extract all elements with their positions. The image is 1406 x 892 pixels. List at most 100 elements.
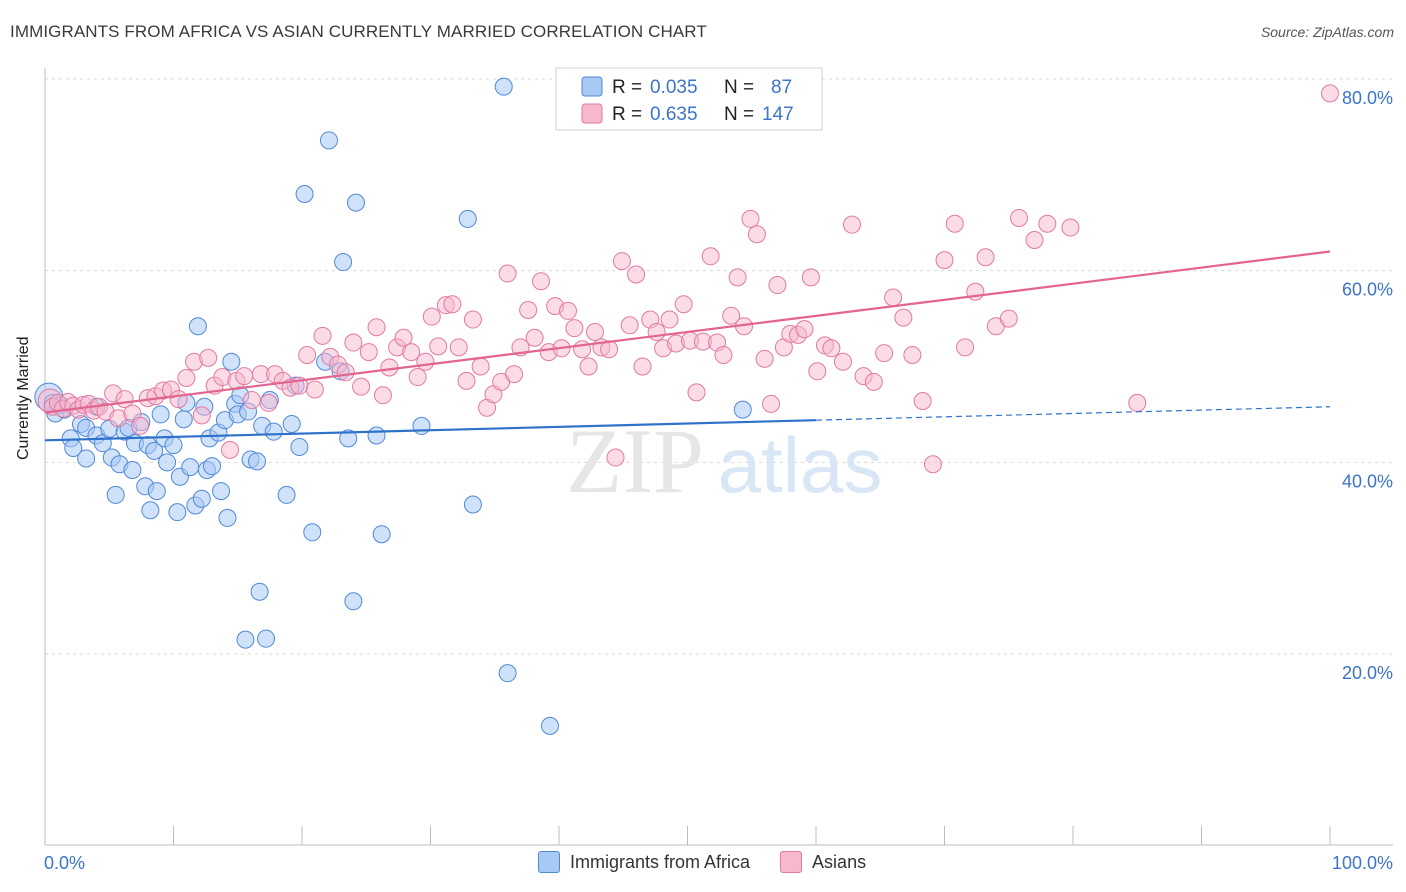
asian-point <box>402 343 421 362</box>
africa-point <box>151 405 170 424</box>
y-tick-label: 80.0% <box>1342 88 1393 108</box>
asian-point <box>714 346 733 364</box>
x-tick-label-max: 100.0% <box>1332 853 1393 873</box>
asian-point <box>199 348 218 367</box>
africa-point <box>250 582 269 601</box>
y-axis-label: Currently Married <box>15 336 32 460</box>
asian-point <box>367 318 386 337</box>
asian-point <box>463 310 482 329</box>
legend-africa-n-label: N = <box>724 77 754 98</box>
asian-point <box>579 357 598 376</box>
asian-point <box>177 369 196 387</box>
africa-point <box>367 426 386 445</box>
legend-africa-r-value: 0.035 <box>650 77 698 98</box>
asian-point <box>259 393 278 412</box>
africa-point <box>541 716 560 735</box>
source-label: Source: ZipAtlas.com <box>1260 24 1394 40</box>
asian-point <box>884 288 903 307</box>
gridlines <box>45 78 1393 655</box>
asian-point <box>633 357 652 376</box>
asian-point <box>408 368 427 387</box>
africa-point <box>463 495 482 514</box>
asian-point <box>394 328 413 347</box>
asian-point <box>221 440 240 459</box>
africa-point <box>192 489 211 508</box>
asian-point <box>416 352 435 371</box>
asian-point <box>313 326 332 345</box>
y-tick-labels: 20.0% 40.0% 60.0% 80.0% <box>1342 88 1393 683</box>
asian-point <box>894 308 913 327</box>
africa-point <box>498 664 517 683</box>
asian-point <box>505 365 524 384</box>
africa-point <box>346 193 365 212</box>
africa-point <box>339 429 358 448</box>
asian-point <box>457 371 476 390</box>
asian-point <box>242 391 261 410</box>
africa-point <box>236 630 255 649</box>
africa-point <box>458 209 477 228</box>
asian-point <box>842 215 861 234</box>
legend-bottom-africa-label: Immigrants from Africa <box>570 851 751 872</box>
africa-point <box>290 438 309 456</box>
legend-bottom-asian-swatch <box>780 851 803 873</box>
asian-point <box>1025 231 1044 249</box>
africa-point <box>494 77 513 96</box>
legend-asian-n-value: 147 <box>762 104 794 125</box>
asian-point <box>1321 84 1339 103</box>
asian-point <box>565 319 584 338</box>
asian-point <box>305 380 324 399</box>
asian-point <box>359 343 378 362</box>
africa-point <box>282 415 301 433</box>
legend-top: R = 0.035 N = 87 R = 0.635 N = 147 <box>555 67 823 131</box>
africa-point <box>334 253 353 272</box>
asian-point <box>429 337 448 356</box>
y-tick-label: 40.0% <box>1342 471 1393 491</box>
x-tick-labels: 0.0% 100.0% <box>44 853 1393 873</box>
legend-bottom: Immigrants from Africa Asians <box>538 851 896 873</box>
africa-point <box>181 458 200 477</box>
asian-point <box>833 352 852 371</box>
asian-point <box>864 372 883 391</box>
asian-point <box>728 268 747 287</box>
asian-point <box>999 309 1018 328</box>
africa-point <box>145 441 164 460</box>
asian-point <box>443 295 462 314</box>
asian-point <box>235 367 254 386</box>
asian-point <box>956 338 975 357</box>
asian-point <box>1128 393 1147 412</box>
africa-point <box>123 461 142 479</box>
africa-point <box>77 449 96 468</box>
legend-asian-r-value: 0.635 <box>650 104 698 125</box>
legend-item-africa: Immigrants from Africa <box>538 851 750 873</box>
watermark: ZIP atlas <box>566 410 882 512</box>
asian-point <box>519 300 538 319</box>
africa-point <box>257 629 276 648</box>
legend-item-asian: Asians <box>780 851 866 873</box>
asian-point <box>660 310 679 329</box>
asian-point <box>945 214 964 233</box>
africa-series <box>34 77 752 735</box>
africa-point <box>412 416 431 435</box>
legend-africa-n-value: 87 <box>771 77 792 98</box>
legend-bottom-africa-swatch <box>538 851 560 873</box>
y-tick-label: 20.0% <box>1342 663 1393 683</box>
asian-point <box>801 268 820 287</box>
africa-point <box>158 453 177 472</box>
y-tick-label: 60.0% <box>1342 280 1393 300</box>
africa-point <box>733 400 752 419</box>
africa-point <box>248 452 267 471</box>
asian-point <box>422 307 441 326</box>
asian-point <box>606 448 625 467</box>
africa-trendline <box>44 419 817 442</box>
africa-point <box>168 503 187 522</box>
asian-point <box>627 265 646 284</box>
africa-point <box>141 501 160 520</box>
legend-africa-r-label: R = <box>612 77 642 98</box>
asian-point <box>612 252 631 271</box>
asian-point <box>755 349 774 368</box>
africa-point <box>372 525 391 544</box>
asian-point <box>923 455 942 474</box>
asian-point <box>762 394 781 413</box>
asian-point <box>913 392 932 410</box>
